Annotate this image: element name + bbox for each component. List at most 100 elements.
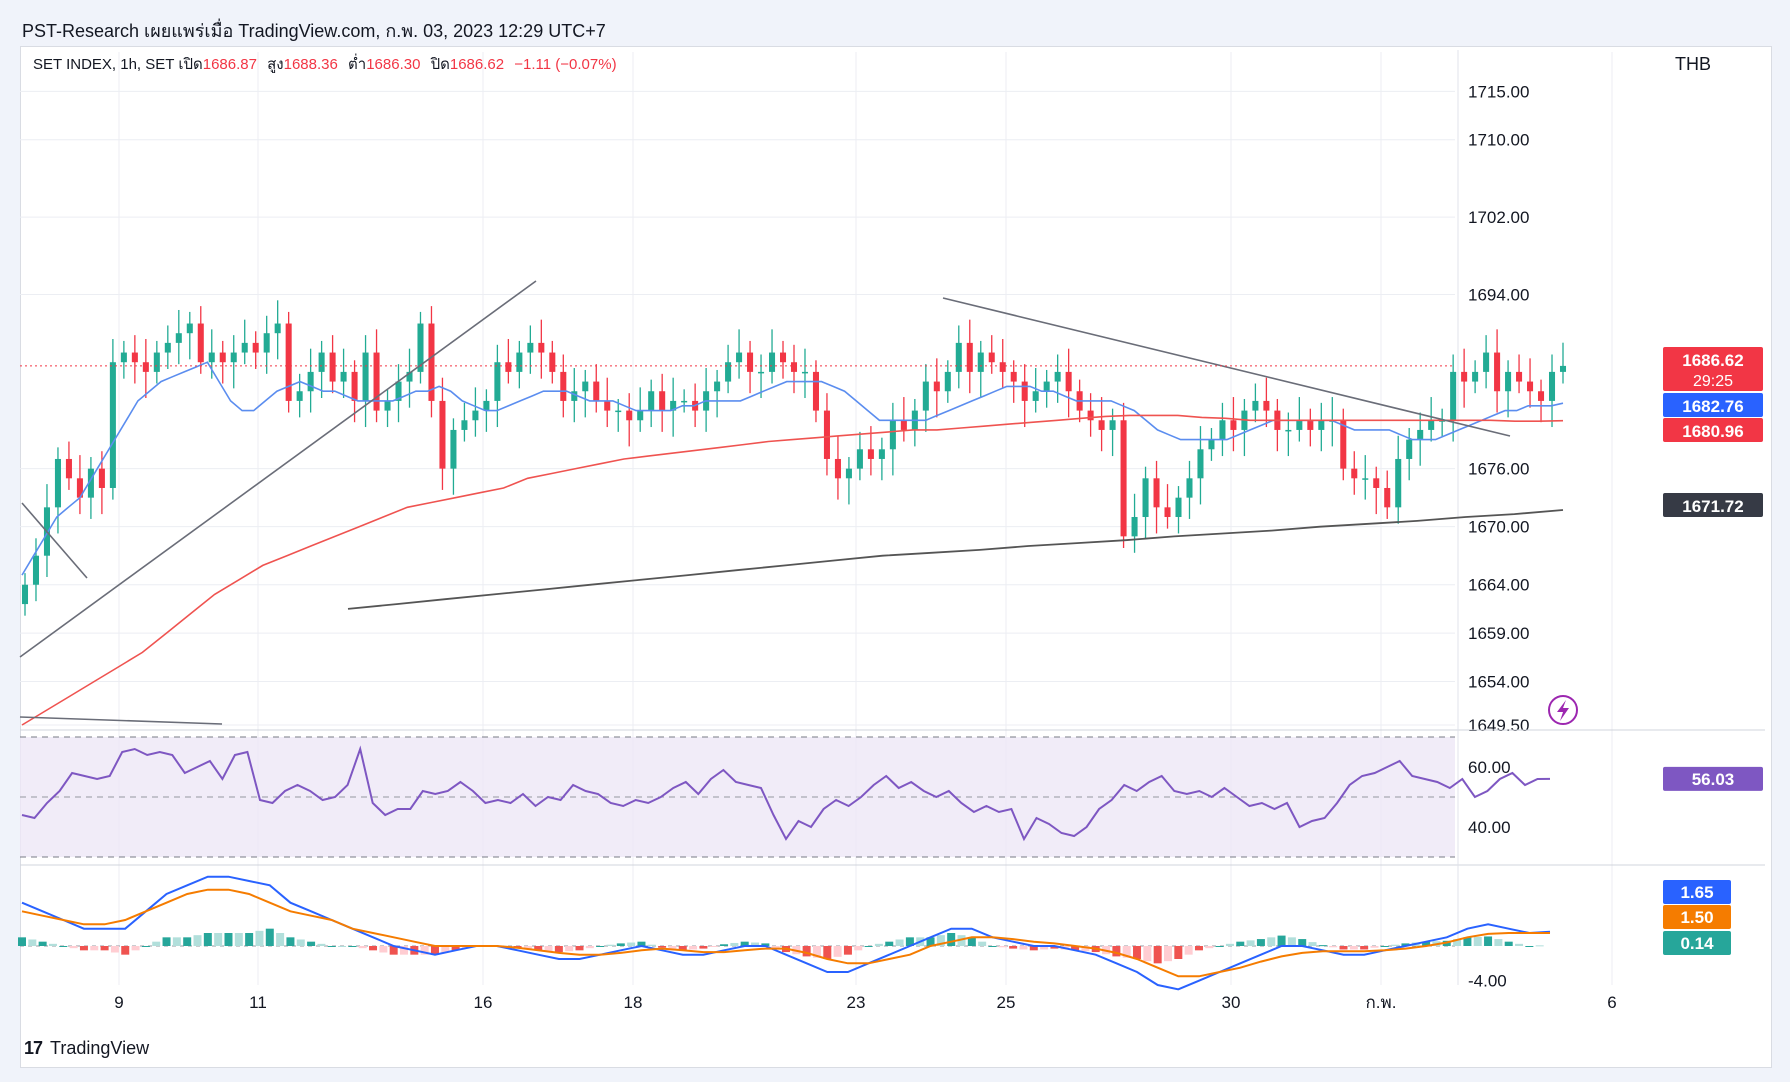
macd-histogram-bar — [720, 944, 729, 946]
y-tick-label: 1694.00 — [1468, 286, 1529, 305]
candle-body — [1318, 420, 1325, 430]
macd-histogram-bar — [348, 946, 357, 947]
candle-body — [1384, 487, 1391, 508]
macd-histogram-bar — [461, 946, 470, 949]
macd-histogram-bar — [689, 946, 698, 950]
y-tick-label: 1715.00 — [1468, 82, 1529, 101]
candle-body — [1131, 517, 1138, 537]
candle-body — [779, 352, 787, 363]
candle-body — [527, 342, 534, 353]
y-tick-label: 1710.00 — [1468, 131, 1529, 150]
candle-body — [790, 362, 798, 372]
macd-histogram-bar — [864, 946, 873, 947]
macd-histogram-bar — [544, 946, 553, 952]
low-value: 1686.30 — [366, 56, 421, 73]
candle-body — [648, 391, 655, 411]
macd-histogram-bar — [998, 946, 1007, 948]
candle-body — [1516, 371, 1523, 382]
low-label: ต่ำ — [348, 56, 367, 73]
macd-histogram-bar — [286, 937, 295, 946]
macd-histogram-bar — [658, 946, 667, 948]
bar-countdown: 29:25 — [1693, 373, 1733, 390]
candle-body — [1109, 420, 1116, 430]
candle-body — [856, 449, 863, 469]
macd-value-text: 1.65 — [1680, 883, 1713, 902]
candle-body — [560, 371, 567, 401]
candle-body — [1219, 420, 1226, 440]
candle-body — [21, 584, 29, 605]
candle-body — [1351, 468, 1358, 479]
macd-histogram-bar — [1504, 941, 1513, 946]
trend-line — [19, 716, 223, 725]
macd-histogram-bar — [1256, 939, 1265, 946]
macd-histogram-bar — [1205, 946, 1214, 949]
candle-body — [373, 352, 380, 411]
macd-histogram-bar — [307, 941, 316, 946]
macd-histogram-bar — [369, 946, 378, 951]
macd-histogram-bar — [28, 939, 37, 946]
candle-body — [1428, 420, 1435, 430]
candle-body — [483, 400, 490, 411]
candle-body — [395, 381, 402, 401]
x-tick-label: 18 — [624, 993, 643, 1012]
macd-value-label-macd — [1663, 880, 1731, 904]
candle-body — [966, 342, 973, 372]
macd-histogram-bar — [90, 946, 99, 951]
symbol-label[interactable]: SET INDEX, 1h, SET — [33, 56, 175, 73]
macd-histogram-bar — [1246, 940, 1255, 946]
candle-body — [1548, 371, 1556, 401]
candle-body — [417, 323, 424, 372]
macd-histogram-bar — [18, 937, 26, 946]
macd-histogram-bar — [885, 941, 894, 946]
price-label-ma_slow — [1663, 493, 1763, 517]
candle-body — [878, 449, 885, 459]
y-tick-label: 1702.00 — [1468, 208, 1529, 227]
macd-line — [21, 875, 1551, 991]
candle-body — [988, 352, 995, 363]
candle-body — [769, 352, 776, 372]
macd-histogram-bar — [38, 941, 47, 946]
macd-histogram-bar — [1525, 946, 1534, 947]
candle-body — [867, 449, 874, 459]
macd-histogram-bar — [131, 946, 140, 951]
macd-histogram-bar — [276, 933, 285, 946]
macd-histogram-bar — [400, 946, 408, 955]
candle-body — [142, 362, 149, 372]
tradingview-brand[interactable]: 17 TradingView — [24, 1038, 149, 1059]
macd-histogram-bar — [874, 943, 883, 946]
y-tick-label: 1670.00 — [1468, 518, 1529, 537]
trend-line — [942, 297, 1511, 437]
macd-histogram-bar — [606, 944, 615, 946]
candle-body — [1032, 391, 1039, 401]
macd-histogram-bar — [1473, 936, 1482, 946]
macd-histogram-bar — [1050, 946, 1059, 949]
macd-histogram-bar — [1298, 939, 1307, 946]
macd-histogram-bar — [740, 941, 749, 946]
candle-body — [955, 342, 962, 372]
candle-body — [1461, 371, 1468, 382]
macd-histogram-bar — [947, 933, 956, 946]
macd-histogram-bar — [1122, 946, 1131, 958]
macd-histogram-bar — [110, 946, 119, 953]
candle-body — [164, 342, 171, 353]
macd-histogram-bar — [1184, 946, 1193, 955]
macd-histogram-bar — [1029, 946, 1038, 951]
rsi-value-label — [1663, 766, 1763, 791]
macd-histogram-bar — [730, 942, 739, 946]
macd-histogram-bar — [296, 939, 305, 946]
y-tick-label: 1649.50 — [1468, 716, 1529, 735]
brand-label: TradingView — [50, 1038, 150, 1058]
candle-body — [120, 352, 127, 363]
candle-body — [659, 391, 666, 411]
macd-value-text: 1.50 — [1680, 908, 1713, 927]
candle-body — [1120, 420, 1127, 537]
candle-body — [1373, 478, 1380, 488]
open-label: เปิด — [178, 56, 203, 73]
rsi-value-text: 56.03 — [1692, 770, 1735, 789]
candle-body — [439, 400, 446, 469]
macd-histogram-bar — [585, 946, 594, 949]
macd-histogram-bar — [1112, 946, 1121, 957]
candle-body — [219, 352, 226, 363]
candle-body — [494, 362, 501, 401]
